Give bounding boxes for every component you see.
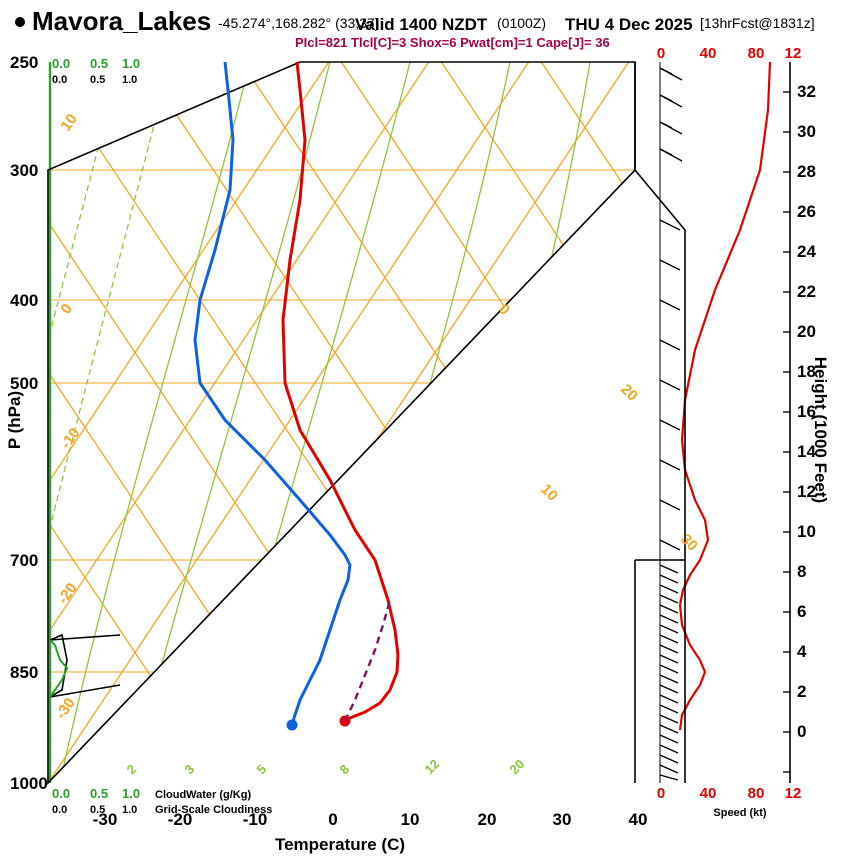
svg-text:4: 4	[797, 642, 807, 661]
svg-text:12: 12	[797, 482, 816, 501]
pressure-tick-850: 850	[10, 663, 38, 682]
station-name-label: Mavora_Lakes	[32, 6, 211, 36]
svg-text:0: 0	[657, 785, 665, 802]
indices-legend-label: PIcl=821 Tlcl[C]=3 Shox=6 Pwat[cm]=1 Cap…	[295, 35, 610, 50]
svg-text:32: 32	[797, 82, 816, 101]
svg-text:40: 40	[700, 785, 717, 802]
svg-text:40: 40	[629, 810, 648, 829]
svg-text:1.0: 1.0	[122, 786, 140, 801]
svg-text:10: 10	[401, 810, 420, 829]
temperature-axis-title: Temperature (C)	[275, 835, 405, 854]
svg-text:Grid-Scale Cloudiness: Grid-Scale Cloudiness	[155, 804, 272, 816]
svg-text:26: 26	[797, 202, 816, 221]
valid-time-label1d: [13hrFcst@1831z]	[700, 15, 815, 31]
svg-text:0.5: 0.5	[90, 804, 105, 816]
svg-text:14: 14	[797, 442, 816, 461]
svg-text:0.5: 0.5	[90, 74, 105, 86]
valid-time-label1: Valid 1400 NZDT	[355, 15, 488, 34]
svg-text:18: 18	[797, 362, 816, 381]
pressure-tick-250: 250	[10, 53, 38, 72]
svg-text:CloudWater (g/Kg): CloudWater (g/Kg)	[155, 789, 251, 801]
svg-text:1.0: 1.0	[122, 56, 140, 71]
valid-time-label1b: (0100Z)	[497, 15, 546, 31]
svg-text:0: 0	[797, 722, 806, 741]
pressure-tick-400: 400	[10, 291, 38, 310]
svg-text:2: 2	[797, 682, 806, 701]
station-bullet-icon	[15, 17, 25, 27]
svg-text:30: 30	[797, 122, 816, 141]
svg-text:0.5: 0.5	[90, 56, 108, 71]
svg-text:0: 0	[657, 45, 665, 62]
pressure-tick-700: 700	[10, 551, 38, 570]
chart-background	[0, 0, 850, 860]
svg-text:0.5: 0.5	[90, 786, 108, 801]
surface-dewpoint-marker	[287, 720, 298, 731]
svg-text:30: 30	[553, 810, 572, 829]
svg-text:20: 20	[797, 322, 816, 341]
svg-text:24: 24	[797, 242, 816, 261]
svg-text:0: 0	[328, 810, 337, 829]
svg-text:1.0: 1.0	[122, 804, 137, 816]
svg-text:10: 10	[797, 522, 816, 541]
svg-text:80: 80	[748, 785, 765, 802]
svg-text:8: 8	[797, 562, 806, 581]
pressure-axis-title: P (hPa)	[5, 391, 24, 449]
svg-text:1.0: 1.0	[122, 74, 137, 86]
svg-text:12: 12	[785, 785, 802, 802]
svg-text:80: 80	[748, 45, 765, 62]
svg-text:28: 28	[797, 162, 816, 181]
svg-text:16: 16	[797, 402, 816, 421]
svg-text:0.0: 0.0	[52, 74, 67, 86]
pressure-tick-300: 300	[10, 161, 38, 180]
speed-axis-title: Speed (kt)	[713, 807, 767, 819]
svg-text:40: 40	[700, 45, 717, 62]
valid-time-label1c: THU 4 Dec 2025	[565, 15, 693, 34]
pressure-tick-1000: 1000	[10, 774, 48, 793]
cloudwater-axis-labels-top: 0.0 0.5 1.0	[52, 56, 140, 71]
gridscale-axis-labels-top: 0.0 0.5 1.0	[52, 74, 137, 86]
svg-text:20: 20	[478, 810, 497, 829]
svg-text:0.0: 0.0	[52, 56, 70, 71]
skewt-diagram: Mavora_Lakes -45.274°,168.282° (33,37) V…	[0, 0, 850, 860]
svg-text:12: 12	[785, 45, 802, 62]
svg-text:0.0: 0.0	[52, 786, 70, 801]
svg-text:22: 22	[797, 282, 816, 301]
svg-text:6: 6	[797, 602, 806, 621]
svg-text:0.0: 0.0	[52, 804, 67, 816]
pressure-tick-500: 500	[10, 374, 38, 393]
